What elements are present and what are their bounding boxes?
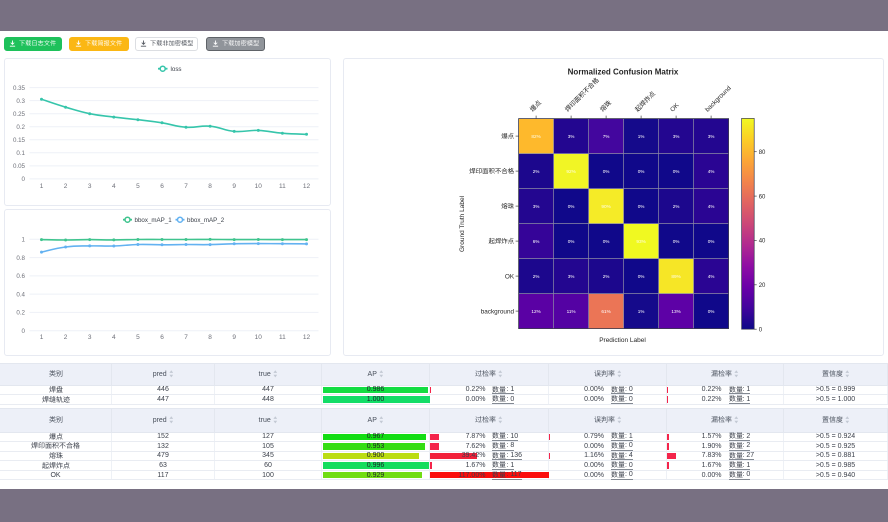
- svg-text:bbox_mAP_2: bbox_mAP_2: [187, 217, 225, 224]
- svg-text:OK: OK: [669, 102, 681, 114]
- svg-text:0%: 0%: [603, 169, 610, 174]
- svg-text:Ground Truth Label: Ground Truth Label: [459, 195, 466, 252]
- svg-text:0: 0: [759, 327, 763, 333]
- svg-text:0%: 0%: [708, 239, 715, 244]
- svg-text:0%: 0%: [638, 169, 645, 174]
- svg-text:Prediction Label: Prediction Label: [599, 337, 646, 344]
- svg-text:2%: 2%: [673, 204, 680, 209]
- svg-text:2%: 2%: [533, 274, 540, 279]
- svg-text:1: 1: [40, 183, 44, 190]
- svg-text:1: 1: [22, 237, 26, 244]
- svg-text:92%: 92%: [566, 169, 575, 174]
- svg-text:0%: 0%: [673, 169, 680, 174]
- svg-text:90%: 90%: [601, 204, 610, 209]
- svg-text:0%: 0%: [603, 239, 610, 244]
- svg-text:4%: 4%: [708, 204, 715, 209]
- svg-text:40: 40: [759, 239, 766, 245]
- svg-text:80: 80: [759, 150, 766, 156]
- svg-text:0.8: 0.8: [16, 255, 25, 262]
- svg-text:5: 5: [136, 334, 140, 341]
- svg-text:0%: 0%: [638, 274, 645, 279]
- svg-text:0%: 0%: [568, 204, 575, 209]
- svg-text:0.05: 0.05: [13, 163, 26, 170]
- svg-text:3%: 3%: [708, 134, 715, 139]
- svg-text:13%: 13%: [671, 309, 680, 314]
- svg-text:2%: 2%: [603, 274, 610, 279]
- svg-text:3%: 3%: [568, 134, 575, 139]
- svg-text:2: 2: [64, 334, 68, 341]
- svg-text:2%: 2%: [533, 169, 540, 174]
- svg-text:9: 9: [232, 183, 236, 190]
- svg-text:bbox_mAP_1: bbox_mAP_1: [135, 217, 173, 224]
- svg-text:4: 4: [112, 183, 116, 190]
- svg-text:1%: 1%: [638, 134, 645, 139]
- svg-text:0%: 0%: [638, 204, 645, 209]
- svg-text:6: 6: [160, 334, 164, 341]
- svg-text:0%: 0%: [708, 309, 715, 314]
- svg-text:8: 8: [208, 334, 212, 341]
- svg-text:0%: 0%: [673, 239, 680, 244]
- svg-text:OK: OK: [505, 273, 515, 280]
- svg-text:4%: 4%: [708, 274, 715, 279]
- svg-text:0.6: 0.6: [16, 273, 25, 280]
- svg-text:3%: 3%: [568, 274, 575, 279]
- svg-text:5: 5: [136, 183, 140, 190]
- svg-text:1: 1: [40, 334, 44, 341]
- svg-text:8: 8: [208, 183, 212, 190]
- svg-text:89%: 89%: [671, 274, 680, 279]
- svg-text:0.2: 0.2: [16, 310, 25, 317]
- svg-text:0.35: 0.35: [13, 85, 26, 92]
- svg-text:60: 60: [759, 194, 766, 200]
- svg-text:1%: 1%: [638, 309, 645, 314]
- svg-text:0%: 0%: [568, 239, 575, 244]
- svg-text:7: 7: [184, 183, 188, 190]
- svg-text:11%: 11%: [567, 309, 576, 314]
- svg-text:7: 7: [184, 334, 188, 341]
- svg-text:12%: 12%: [531, 309, 540, 314]
- svg-text:11: 11: [279, 334, 286, 341]
- svg-text:12: 12: [303, 183, 311, 190]
- svg-text:0.25: 0.25: [13, 111, 26, 118]
- svg-text:background: background: [704, 85, 733, 114]
- svg-text:3: 3: [88, 183, 92, 190]
- svg-text:0.15: 0.15: [13, 137, 26, 144]
- svg-text:0.3: 0.3: [16, 98, 25, 105]
- svg-text:12: 12: [303, 334, 311, 341]
- svg-text:3%: 3%: [533, 204, 540, 209]
- svg-text:93%: 93%: [636, 239, 645, 244]
- svg-text:4%: 4%: [708, 169, 715, 174]
- svg-text:0: 0: [22, 176, 26, 183]
- svg-text:7%: 7%: [603, 134, 610, 139]
- svg-text:6%: 6%: [533, 239, 540, 244]
- svg-text:3%: 3%: [673, 134, 680, 139]
- svg-text:Normalized Confusion Matrix: Normalized Confusion Matrix: [568, 68, 679, 77]
- svg-text:10: 10: [255, 334, 263, 341]
- svg-text:0.2: 0.2: [16, 124, 25, 131]
- svg-text:6: 6: [160, 183, 164, 190]
- svg-text:10: 10: [255, 183, 263, 190]
- svg-text:61%: 61%: [601, 309, 610, 314]
- svg-text:2: 2: [64, 183, 68, 190]
- svg-text:loss: loss: [171, 66, 182, 73]
- svg-text:4: 4: [112, 334, 116, 341]
- svg-text:82%: 82%: [531, 134, 540, 139]
- svg-text:0.1: 0.1: [16, 150, 25, 157]
- svg-text:9: 9: [232, 334, 236, 341]
- svg-text:11: 11: [279, 183, 286, 190]
- svg-text:0: 0: [22, 328, 26, 335]
- svg-text:0.4: 0.4: [16, 291, 25, 298]
- svg-text:background: background: [481, 308, 515, 315]
- svg-text:3: 3: [88, 334, 92, 341]
- svg-text:20: 20: [759, 283, 766, 289]
